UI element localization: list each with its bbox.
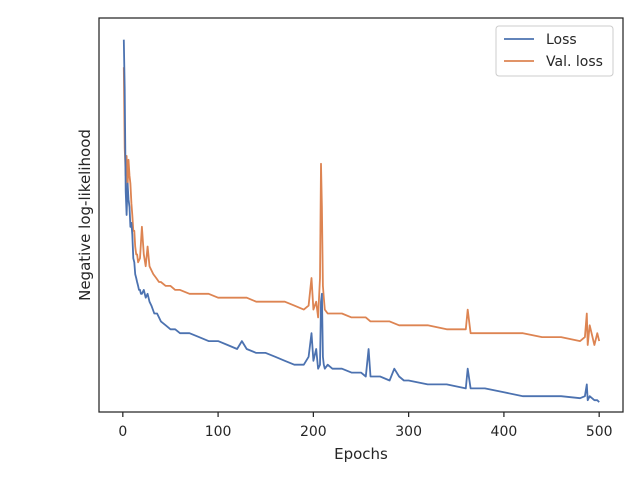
x-tick-label: 300: [395, 424, 422, 440]
x-tick-label: 500: [586, 424, 613, 440]
series-line-loss: [122, 39, 600, 403]
x-axis-label: Epochs: [334, 445, 388, 463]
series-line-val-loss: [122, 67, 601, 346]
x-tick-label: 400: [491, 424, 518, 440]
y-axis-label: Negative log-likelihood: [76, 129, 94, 301]
legend-label-loss: Loss: [546, 32, 577, 48]
x-tick-label: 0: [118, 424, 127, 440]
plot-area: [122, 39, 601, 403]
plot-frame: [98, 17, 624, 413]
legend-label-val-loss: Val. loss: [546, 54, 603, 70]
x-tick-label: 200: [300, 424, 327, 440]
x-tick-label: 100: [205, 424, 232, 440]
legend: Loss Val. loss: [495, 25, 614, 77]
x-axis: 0 100 200 300 400 500: [118, 412, 613, 440]
